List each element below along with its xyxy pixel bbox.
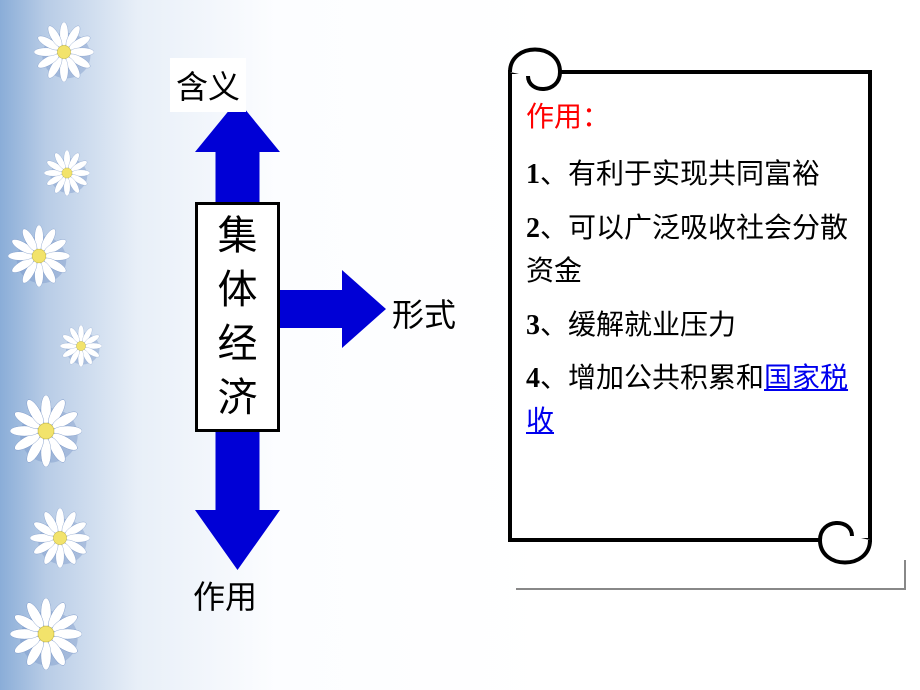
- scroll-title: 作用：: [526, 96, 856, 139]
- flower-decoration: [34, 22, 94, 82]
- flower-decoration: [30, 508, 90, 568]
- flower-decoration: [10, 395, 82, 467]
- arrow-down-icon: [195, 430, 280, 570]
- list-item: 2、可以广泛吸收社会分散资金: [526, 207, 856, 294]
- item-number: 3: [526, 310, 540, 341]
- scroll-content: 作用： 1、有利于实现共同富裕 2、可以广泛吸收社会分散资金 3、缓解就业压力 …: [526, 96, 856, 454]
- item-number: 2: [526, 213, 540, 244]
- scroll-panel: 作用： 1、有利于实现共同富裕 2、可以广泛吸收社会分散资金 3、缓解就业压力 …: [490, 36, 890, 576]
- item-text: 、增加公共积累和: [540, 363, 764, 394]
- flower-decoration: [60, 325, 102, 367]
- center-char: 经: [218, 317, 258, 371]
- item-text: 、缓解就业压力: [540, 310, 736, 341]
- meaning-label: 含义: [170, 58, 246, 112]
- item-number: 4: [526, 363, 540, 394]
- form-label: 形式: [392, 290, 456, 336]
- center-char: 济: [218, 371, 258, 425]
- center-concept-box: 集 体 经 济: [195, 202, 280, 432]
- list-item: 4、增加公共积累和国家税收: [526, 357, 856, 444]
- center-char: 集: [218, 209, 258, 263]
- item-text: 、有利于实现共同富裕: [540, 159, 820, 190]
- flower-decoration: [10, 598, 82, 670]
- center-char: 体: [218, 263, 258, 317]
- arrow-right-icon: [278, 270, 386, 348]
- role-label: 作用: [193, 572, 257, 618]
- arrow-up-icon: [195, 100, 280, 205]
- flower-decoration: [8, 225, 70, 287]
- flower-decoration: [44, 150, 90, 196]
- item-number: 1: [526, 159, 540, 190]
- item-text: 、可以广泛吸收社会分散资金: [526, 213, 848, 287]
- list-item: 3、缓解就业压力: [526, 304, 856, 347]
- list-item: 1、有利于实现共同富裕: [526, 153, 856, 196]
